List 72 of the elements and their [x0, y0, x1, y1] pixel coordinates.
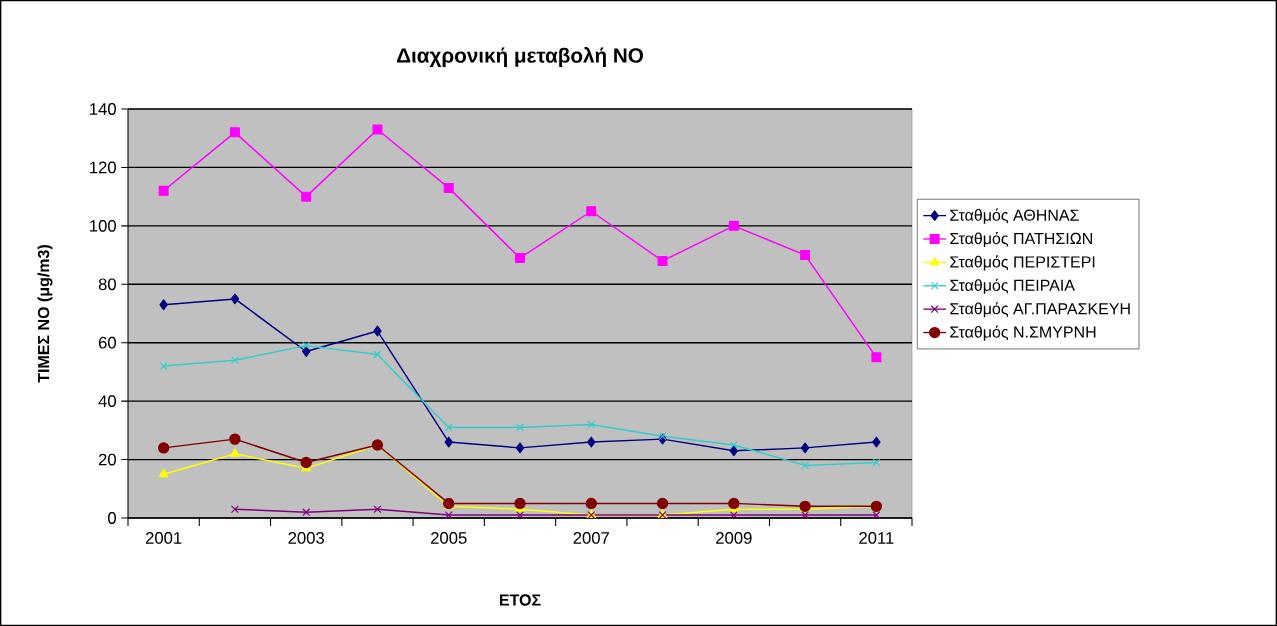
- y-tick-label: 100: [90, 219, 116, 232]
- point: [800, 442, 810, 454]
- point: [159, 362, 168, 371]
- point: [300, 456, 312, 469]
- point: [656, 497, 669, 510]
- legend-label: Σταθμός ΑΓ.ΠΑΡΑΣΚΕΥΗ: [950, 302, 1130, 318]
- point: [444, 423, 453, 432]
- point: [872, 458, 881, 467]
- point: [301, 346, 311, 357]
- point: [801, 511, 810, 520]
- point: [373, 325, 382, 337]
- point: [230, 356, 239, 365]
- legend-label: Σταθμός ΑΘΗΝΑΣ: [950, 208, 1079, 224]
- point: [516, 423, 524, 432]
- point: [302, 341, 311, 350]
- point: [158, 185, 169, 196]
- x-tick-label: 2005: [431, 532, 467, 544]
- point: [871, 352, 882, 363]
- point: [230, 505, 239, 514]
- point: [585, 497, 597, 510]
- legend-label: Σταθμός Ν.ΣΜΥΡΝΗ: [950, 325, 1096, 341]
- point: [658, 432, 667, 441]
- y-tick-label: 60: [98, 336, 116, 349]
- point: [301, 191, 312, 202]
- point: [728, 220, 739, 231]
- point: [372, 124, 383, 135]
- point: [729, 445, 739, 457]
- legend-label: Σταθμός ΠΑΤΗΣΙΩΝ: [950, 231, 1092, 248]
- y-tick-label: 0: [108, 512, 116, 524]
- y-tick-label: 140: [90, 103, 116, 115]
- point: [159, 299, 168, 311]
- point: [444, 511, 453, 520]
- y-tick-label: 120: [90, 161, 116, 174]
- y-axis-title: ΤΙΜΕΣ ΝΟ (μg/m3): [37, 245, 53, 383]
- point: [872, 511, 881, 520]
- point: [158, 468, 169, 478]
- point: [515, 252, 526, 263]
- point: [373, 505, 382, 514]
- point: [801, 461, 810, 470]
- point: [230, 293, 240, 305]
- point: [514, 497, 526, 510]
- point: [516, 511, 524, 520]
- point: [157, 442, 170, 454]
- point: [728, 497, 740, 510]
- point: [302, 508, 311, 517]
- point: [729, 440, 738, 449]
- x-tick-label: 2003: [288, 532, 324, 544]
- point: [800, 250, 811, 261]
- point: [872, 436, 881, 448]
- point: [229, 433, 241, 445]
- y-tick-label: 80: [98, 278, 116, 291]
- point: [587, 436, 596, 448]
- x-tick-label: 2011: [859, 532, 894, 544]
- point: [444, 436, 453, 448]
- point: [230, 448, 240, 457]
- chart-title: Διαχρονική μεταβολή ΝΟ: [397, 47, 643, 67]
- point: [657, 255, 668, 266]
- point: [229, 127, 240, 138]
- point: [443, 182, 454, 193]
- point: [586, 206, 597, 217]
- x-tick-label: 2009: [716, 532, 752, 544]
- y-tick-label: 20: [98, 453, 116, 466]
- point: [373, 350, 382, 359]
- x-tick-label: 2001: [145, 532, 182, 544]
- x-axis-title: ΕΤΟΣ: [499, 594, 541, 606]
- x-tick-label: 2007: [573, 532, 609, 544]
- y-tick-label: 40: [98, 395, 116, 408]
- legend-label: Σταθμός ΠΕΙΡΑΙΑ: [950, 278, 1075, 294]
- legend-label: Σταθμός ΠΕΡΙΣΤΕΡΙ: [950, 255, 1095, 271]
- point: [515, 442, 525, 454]
- point: [587, 420, 596, 429]
- point: [729, 511, 738, 520]
